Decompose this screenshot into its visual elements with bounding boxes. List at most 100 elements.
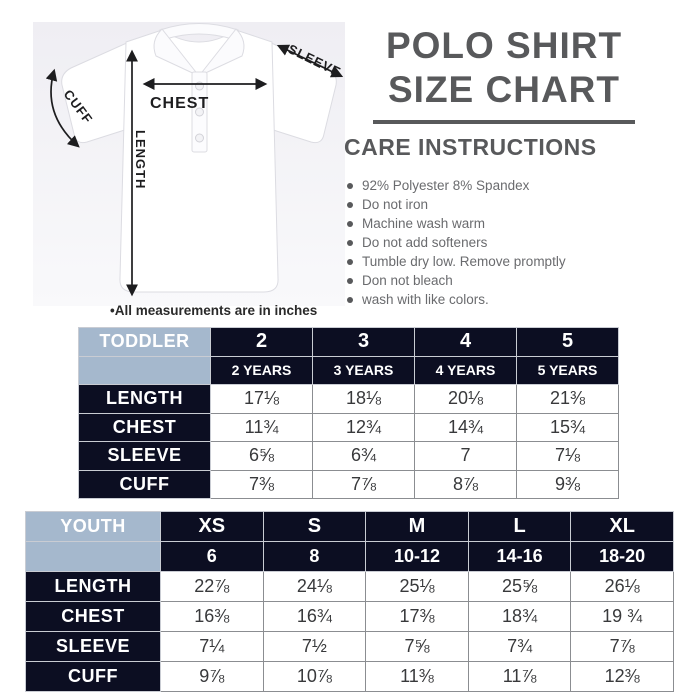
table-row: CHEST 11¾ 12¾ 14¾ 15¾	[78, 412, 619, 442]
care-item-text: Do not add softeners	[362, 235, 488, 250]
value-cell: 15¾	[516, 412, 619, 442]
value-cell: 22⅞	[160, 571, 264, 602]
bullet-icon	[347, 277, 353, 284]
value-cell: 11⅜	[365, 661, 469, 692]
shirt-body	[119, 29, 279, 293]
table-row: LENGTH 17⅛ 18⅛ 20⅛ 21⅜	[78, 384, 619, 414]
shirt-shape	[61, 23, 337, 293]
bullet-icon	[347, 296, 353, 303]
value-cell: 16⅜	[160, 601, 264, 632]
title-line-1: POLO SHIRT	[385, 25, 623, 66]
sub-header-cell: 2 YEARS	[210, 355, 313, 385]
value-cell: 9⅜	[516, 469, 619, 499]
size-header-cell: 5	[516, 327, 619, 357]
value-cell: 7¼	[160, 631, 264, 662]
table-row: CUFF 9⅞ 10⅞ 11⅜ 11⅞ 12⅜	[25, 661, 674, 692]
sub-header-cell: 8	[262, 541, 367, 572]
care-item: Do not add softeners	[344, 233, 689, 252]
value-cell: 11⅞	[467, 661, 572, 692]
care-item-text: Tumble dry low. Remove promptly	[362, 254, 566, 269]
sub-header-cell: 6	[160, 541, 264, 572]
value-cell: 7	[414, 441, 517, 471]
care-item: 92% Polyester 8% Spandex	[344, 176, 689, 195]
care-list: 92% Polyester 8% Spandex Do not iron Machi…	[344, 176, 689, 309]
group-label-cell: TODDLER	[78, 327, 211, 357]
page-title: POLO SHIRT SIZE CHART	[340, 24, 668, 125]
value-cell: 7¾	[467, 631, 572, 662]
care-item-text: wash with like colors.	[362, 292, 489, 307]
sleeve-arrow	[276, 44, 344, 78]
sub-header-cell: 4 YEARS	[414, 355, 517, 385]
care-item-text: Machine wash warm	[362, 216, 486, 231]
row-label-cell: CHEST	[25, 601, 161, 632]
value-cell: 18¾	[467, 601, 572, 632]
button	[195, 107, 204, 117]
value-cell: 25⅛	[365, 571, 469, 602]
value-cell: 7⅜	[210, 469, 313, 499]
youth-size-table: YOUTH XS S M L XL 6 8 10-12 14-16 18-20 LENGTH 22⅞ 24…	[25, 511, 674, 692]
sub-header-cell: 3 YEARS	[312, 355, 415, 385]
group-label-cell: YOUTH	[25, 511, 161, 542]
table-row: LENGTH 22⅞ 24⅛ 25⅛ 25⅝ 26⅛	[25, 571, 674, 602]
size-header-cell: XL	[570, 511, 674, 542]
value-cell: 8⅞	[414, 469, 517, 499]
title-line-2: SIZE CHART	[388, 68, 620, 110]
value-cell: 16¾	[262, 601, 367, 632]
row-label-cell: CUFF	[25, 661, 161, 692]
sub-header-cell: 14-16	[467, 541, 572, 572]
care-item-text: 92% Polyester 8% Spandex	[362, 178, 530, 193]
size-header-cell: XS	[160, 511, 264, 542]
title-underline	[373, 120, 635, 125]
size-header-cell: 3	[312, 327, 415, 357]
collar-right-flap	[198, 28, 245, 77]
value-cell: 17⅛	[210, 384, 313, 414]
care-item: Machine wash warm	[344, 214, 689, 233]
value-cell: 7⅞	[570, 631, 674, 662]
care-heading: CARE INSTRUCTIONS	[344, 134, 597, 160]
bullet-icon	[347, 239, 353, 246]
polo-shirt-diagram: CHEST LENGTH SLEEVE CUFF	[33, 22, 345, 306]
table-row: CHEST 16⅜ 16¾ 17⅜ 18¾ 19 ¾	[25, 601, 674, 632]
value-cell: 9⅞	[160, 661, 264, 692]
value-cell: 7½	[262, 631, 367, 662]
polo-illustration: CHEST LENGTH SLEEVE CUFF	[33, 22, 349, 310]
toddler-size-table: TODDLER 2 3 4 5 2 YEARS 3 YEARS 4 YEARS 5 YEARS L…	[78, 327, 619, 499]
sub-header-cell: 18-20	[570, 541, 674, 572]
value-cell: 7⅞	[312, 469, 415, 499]
value-cell: 20⅛	[414, 384, 517, 414]
table-row: SLEEVE 7¼ 7½ 7⅝ 7¾ 7⅞	[25, 631, 674, 662]
table-row: CUFF 7⅜ 7⅞ 8⅞ 9⅜	[78, 469, 619, 499]
group-spacer-cell	[78, 355, 211, 385]
group-spacer-cell	[25, 541, 161, 572]
collar-left-flap	[153, 28, 200, 77]
size-header-cell: 4	[414, 327, 517, 357]
value-cell: 11¾	[210, 412, 313, 442]
care-instructions-section: CARE INSTRUCTIONS 92% Polyester 8% Spand…	[344, 134, 689, 309]
value-cell: 14¾	[414, 412, 517, 442]
size-header-cell: S	[262, 511, 367, 542]
value-cell: 7⅝	[365, 631, 469, 662]
value-cell: 25⅝	[467, 571, 572, 602]
bullet-icon	[347, 201, 353, 208]
bullet-icon	[347, 182, 353, 189]
row-label-cell: CHEST	[78, 412, 211, 442]
value-cell: 26⅛	[570, 571, 674, 602]
value-cell: 19 ¾	[570, 601, 674, 632]
value-cell: 6⅝	[210, 441, 313, 471]
chest-label: CHEST	[150, 95, 209, 112]
value-cell: 12⅜	[570, 661, 674, 692]
value-cell: 7⅛	[516, 441, 619, 471]
row-label-cell: LENGTH	[25, 571, 161, 602]
value-cell: 18⅛	[312, 384, 415, 414]
button	[195, 133, 204, 143]
value-cell: 10⅞	[262, 661, 367, 692]
care-item: Tumble dry low. Remove promptly	[344, 252, 689, 271]
row-label-cell: SLEEVE	[78, 441, 211, 471]
care-item: Do not iron	[344, 195, 689, 214]
table-row: SLEEVE 6⅝ 6¾ 7 7⅛	[78, 441, 619, 471]
row-label-cell: CUFF	[78, 469, 211, 499]
value-cell: 21⅜	[516, 384, 619, 414]
value-cell: 17⅜	[365, 601, 469, 632]
sub-header-cell: 10-12	[365, 541, 469, 572]
size-header-cell: 2	[210, 327, 313, 357]
